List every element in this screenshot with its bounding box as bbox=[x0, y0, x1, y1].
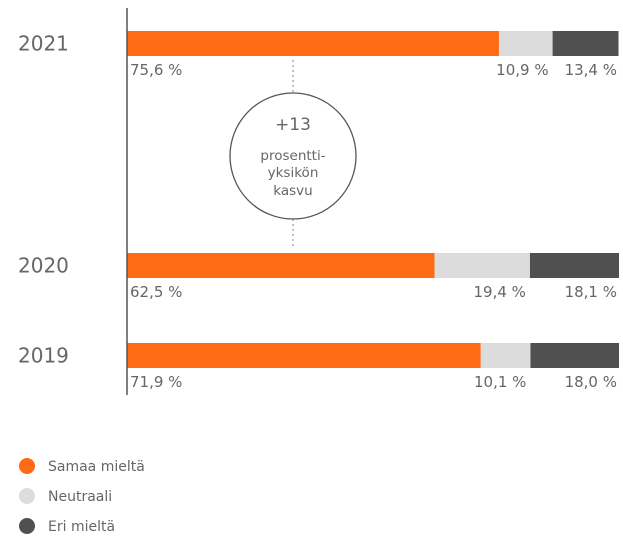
value-label-2020-1: 62,5 % bbox=[130, 283, 182, 301]
bars-layer bbox=[127, 31, 619, 368]
value-label-2019-3: 18,0 % bbox=[565, 373, 617, 391]
legend-swatch-1 bbox=[19, 458, 35, 474]
value-label-2019-1: 71,9 % bbox=[130, 373, 182, 391]
annotation-circle bbox=[229, 92, 357, 220]
legend-label-1: Samaa mieltä bbox=[48, 459, 145, 475]
labels-layer: 2021 75,6 % 10,9 % 13,4 % 2020 62,5 % 19,4 % 18… bbox=[18, 32, 617, 392]
legend-swatch-2 bbox=[19, 488, 35, 504]
annotation-line2: prosentti- bbox=[260, 148, 325, 164]
bar-segment-2019-2 bbox=[480, 343, 531, 368]
annotation-line4: kasvu bbox=[273, 183, 312, 199]
year-label-2021: 2021 bbox=[18, 32, 69, 56]
bar-segment-2019-1 bbox=[127, 343, 481, 368]
year-label-2019: 2019 bbox=[18, 344, 69, 368]
value-label-2021-1: 75,6 % bbox=[130, 61, 182, 79]
bar-segment-2021-3 bbox=[552, 31, 619, 56]
bar-segment-2021-2 bbox=[498, 31, 553, 56]
bar-segment-2020-2 bbox=[434, 253, 530, 278]
bar-segment-2021-1 bbox=[127, 31, 499, 56]
annotation-layer: +13 prosentti- yksikön kasvu bbox=[229, 60, 357, 248]
bar-segment-2019-3 bbox=[530, 343, 619, 368]
legend-swatch-3 bbox=[19, 518, 35, 534]
value-label-2020-3: 18,1 % bbox=[565, 283, 617, 301]
bar-segment-2020-3 bbox=[529, 253, 619, 278]
value-label-2021-2: 10,9 % bbox=[496, 61, 548, 79]
year-label-2020: 2020 bbox=[18, 254, 69, 278]
value-label-2021-3: 13,4 % bbox=[565, 61, 617, 79]
annotation-line1: +13 bbox=[275, 115, 311, 135]
bar-segment-2020-1 bbox=[127, 253, 435, 278]
value-label-2019-2: 10,1 % bbox=[474, 373, 526, 391]
value-label-2020-2: 19,4 % bbox=[474, 283, 526, 301]
legend: Samaa mieltä Neutraali Eri mieltä bbox=[19, 458, 145, 535]
annotation-line3: yksikön bbox=[268, 165, 319, 181]
legend-label-3: Eri mieltä bbox=[48, 519, 115, 535]
legend-label-2: Neutraali bbox=[48, 489, 112, 505]
